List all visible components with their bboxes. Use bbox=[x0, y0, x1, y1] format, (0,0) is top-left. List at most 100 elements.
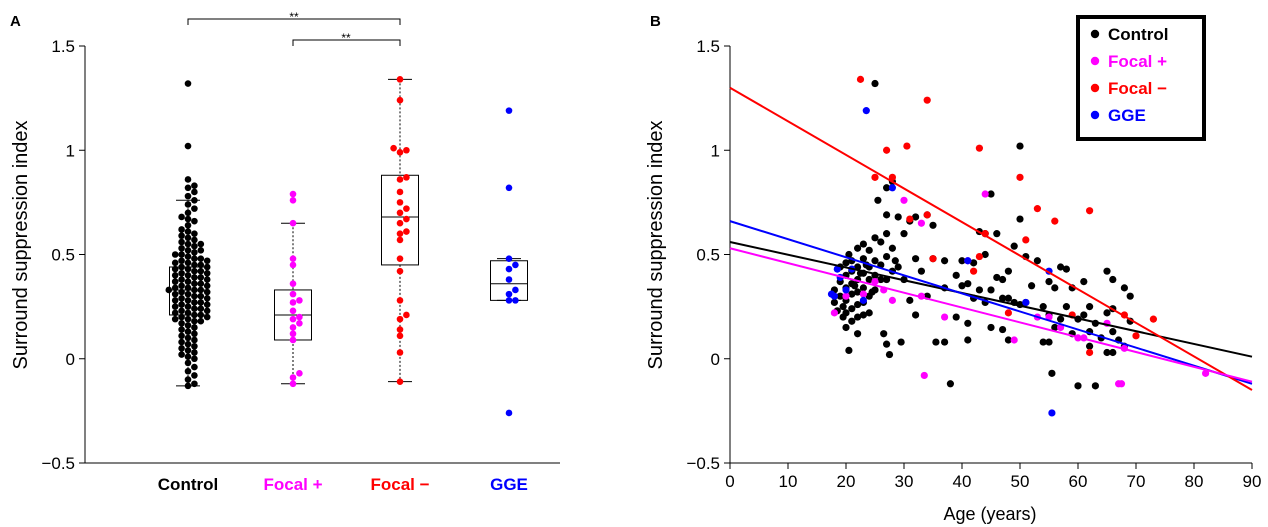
data-point bbox=[197, 305, 205, 313]
data-point bbox=[178, 351, 185, 358]
data-point bbox=[197, 299, 205, 306]
data-point bbox=[191, 236, 198, 244]
data-point bbox=[191, 230, 198, 237]
data-point bbox=[184, 80, 192, 87]
data-point bbox=[171, 309, 179, 317]
data-point bbox=[191, 355, 198, 363]
panel-a-label: A bbox=[10, 13, 21, 30]
data-point bbox=[184, 240, 192, 248]
panel-b-x-tick-label: 60 bbox=[1069, 472, 1088, 491]
data-point bbox=[505, 265, 513, 273]
data-point bbox=[197, 280, 205, 287]
series-control bbox=[830, 79, 1134, 390]
panel-b-y-tick-label: 0 bbox=[711, 350, 720, 369]
data-point bbox=[993, 273, 1001, 282]
data-point bbox=[900, 196, 908, 204]
data-point bbox=[191, 217, 198, 225]
data-point bbox=[178, 288, 185, 296]
data-point bbox=[885, 350, 894, 359]
data-point bbox=[289, 380, 297, 388]
data-point bbox=[289, 307, 297, 315]
data-point bbox=[184, 382, 192, 390]
panel-b-x-axis-label: Age (years) bbox=[943, 504, 1036, 524]
box bbox=[381, 174, 419, 266]
data-point bbox=[877, 275, 885, 284]
panel-a-y-tick-label: −0.5 bbox=[41, 454, 75, 473]
data-point bbox=[396, 349, 404, 356]
data-point bbox=[987, 190, 995, 198]
data-point bbox=[975, 144, 984, 152]
panel-b-x-tick-label: 20 bbox=[837, 472, 856, 491]
data-point bbox=[184, 234, 192, 242]
data-point bbox=[505, 184, 513, 192]
data-point bbox=[1022, 236, 1030, 244]
data-point bbox=[197, 274, 205, 281]
panel-b-x-tick-label: 30 bbox=[895, 472, 914, 491]
data-point bbox=[883, 146, 891, 154]
data-point bbox=[191, 363, 198, 371]
data-point bbox=[1039, 303, 1047, 311]
data-point bbox=[981, 190, 989, 198]
data-point bbox=[859, 240, 868, 248]
data-point bbox=[964, 257, 972, 265]
data-point bbox=[859, 255, 868, 263]
data-point bbox=[1048, 369, 1056, 377]
series-focal-minus bbox=[856, 75, 1157, 357]
panel-a-y-tick-label: 0.5 bbox=[51, 246, 75, 265]
data-point bbox=[1109, 275, 1117, 284]
data-point bbox=[917, 219, 926, 227]
data-point bbox=[289, 330, 297, 338]
data-point bbox=[833, 265, 841, 273]
data-point bbox=[830, 292, 839, 300]
data-point bbox=[390, 144, 397, 152]
data-point bbox=[191, 292, 198, 300]
fit-line-control bbox=[729, 241, 1253, 358]
legend-label: Focal + bbox=[1108, 52, 1167, 71]
data-point bbox=[1074, 382, 1082, 390]
data-point bbox=[203, 307, 211, 315]
data-point bbox=[906, 296, 914, 304]
data-point bbox=[184, 359, 192, 367]
data-point bbox=[171, 315, 179, 323]
data-point bbox=[1103, 267, 1111, 275]
legend-label: Control bbox=[1108, 25, 1168, 44]
data-point bbox=[184, 228, 192, 235]
panel-b-y-tick-label: 1 bbox=[711, 141, 720, 160]
data-point bbox=[859, 290, 868, 298]
data-point bbox=[871, 234, 879, 242]
data-point bbox=[184, 176, 192, 183]
legend-entry-control: Control bbox=[1090, 25, 1168, 44]
panel-b-x-tick-label: 10 bbox=[779, 472, 798, 491]
data-point bbox=[184, 376, 192, 383]
data-point bbox=[946, 380, 955, 388]
data-point bbox=[191, 336, 198, 344]
data-point bbox=[171, 259, 179, 267]
data-point bbox=[1091, 382, 1099, 390]
data-point bbox=[191, 274, 198, 281]
panel-b-x-tick-label: 50 bbox=[1011, 472, 1030, 491]
data-point bbox=[184, 201, 192, 208]
data-point bbox=[999, 275, 1007, 284]
data-point bbox=[912, 255, 920, 263]
data-point bbox=[964, 336, 972, 344]
panel-b-x-tick-label: 0 bbox=[725, 472, 734, 491]
significance-brackets: ** ** bbox=[187, 10, 401, 46]
data-point bbox=[842, 286, 850, 294]
data-point bbox=[871, 257, 879, 265]
data-point bbox=[888, 244, 897, 252]
data-point bbox=[1028, 282, 1036, 290]
significance-label-focal-plus-vs-focal-minus: ** bbox=[341, 31, 351, 45]
data-point bbox=[396, 199, 404, 206]
data-point bbox=[842, 259, 850, 267]
data-point bbox=[171, 278, 179, 285]
data-point bbox=[178, 320, 185, 327]
data-point bbox=[289, 299, 297, 306]
data-point bbox=[1086, 342, 1094, 350]
data-point bbox=[197, 292, 205, 300]
data-point bbox=[197, 286, 205, 294]
legend-label: GGE bbox=[1108, 106, 1146, 125]
data-point bbox=[1086, 348, 1094, 357]
data-point bbox=[851, 282, 859, 290]
data-point bbox=[171, 303, 179, 310]
